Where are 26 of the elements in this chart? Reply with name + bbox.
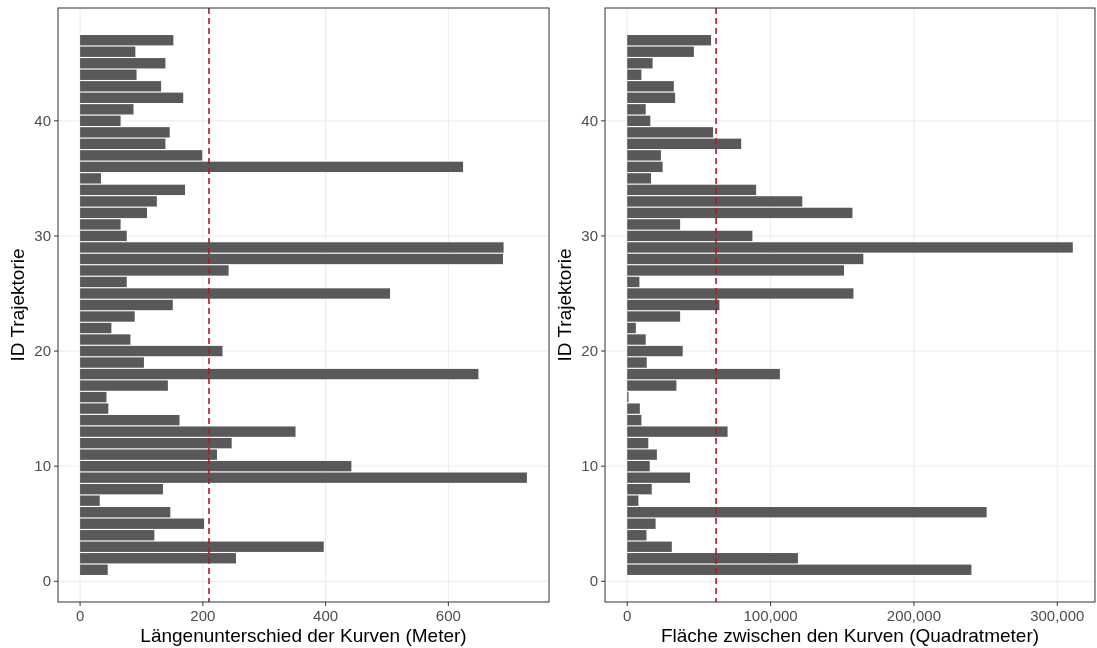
- y-tick-label: 0: [42, 572, 51, 590]
- x-tick-label: 200,000: [886, 607, 942, 624]
- y-tick-label: 30: [581, 226, 598, 244]
- y-tick-label: 20: [581, 342, 598, 360]
- y-tick-label: 40: [34, 111, 51, 129]
- x-tick-label: 400: [313, 607, 339, 624]
- y-tick-label: 10: [34, 457, 51, 475]
- bar: [80, 564, 108, 575]
- y-tick-label: 0: [589, 572, 598, 590]
- x-axis-title: Fläche zwischen den Kurven (Quadratmeter): [660, 625, 1040, 646]
- x-tick-label: 0: [75, 607, 85, 624]
- x-tick-label: 600: [435, 607, 461, 624]
- y-tick-label: 20: [34, 342, 51, 360]
- bar: [627, 564, 972, 575]
- x-tick-label: 100,000: [743, 607, 798, 624]
- y-tick-label: 40: [581, 111, 598, 129]
- bar: [80, 35, 174, 46]
- y-axis-title: ID Trajektorie: [7, 248, 28, 362]
- x-tick-label: 0: [623, 607, 632, 624]
- y-tick-label: 30: [34, 226, 51, 244]
- x-tick-label: 200: [190, 607, 216, 624]
- x-tick-label: 300,000: [1030, 607, 1085, 624]
- y-tick-label: 10: [581, 457, 598, 475]
- x-axis-title: Längenunterschied der Kurven (Meter): [140, 625, 467, 646]
- y-axis-title: ID Trajektorie: [554, 248, 575, 362]
- bar: [627, 35, 712, 46]
